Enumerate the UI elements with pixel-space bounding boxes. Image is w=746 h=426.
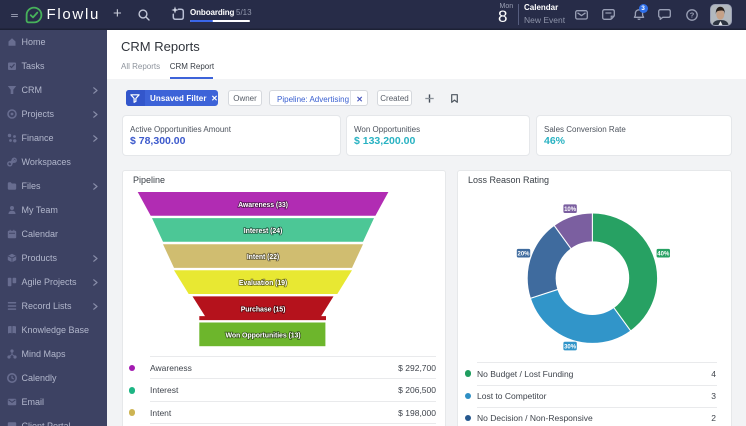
svg-text:?: ?: [690, 10, 695, 19]
svg-text:20%: 20%: [517, 251, 530, 257]
svg-text:10%: 10%: [564, 207, 577, 213]
svg-text:Won Opportunities (13): Won Opportunities (13): [225, 332, 300, 339]
svg-text:Awareness (33): Awareness (33): [238, 202, 288, 209]
svg-text:Intent (22): Intent (22): [247, 254, 279, 261]
svg-text:Interest (24): Interest (24): [244, 228, 282, 235]
svg-text:30%: 30%: [564, 344, 577, 350]
svg-text:40%: 40%: [657, 251, 670, 257]
svg-text:Purchase (15): Purchase (15): [241, 306, 286, 313]
svg-text:Evaluation (19): Evaluation (19): [239, 280, 287, 287]
